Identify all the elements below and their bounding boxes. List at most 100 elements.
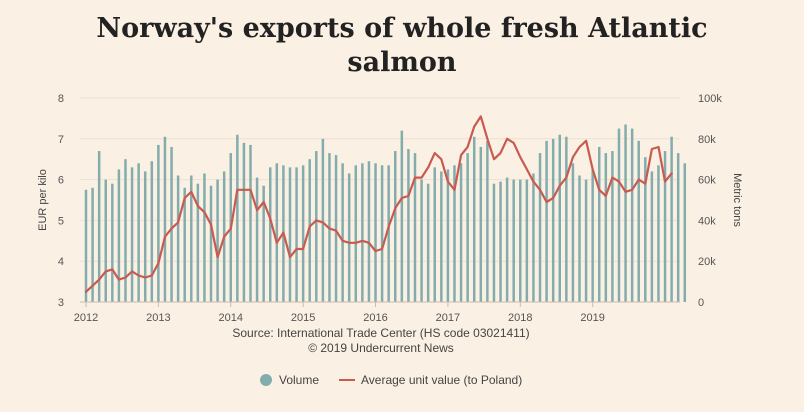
volume-bar (334, 155, 338, 302)
y-left-tick-label: 3 (58, 297, 64, 309)
volume-bar (130, 167, 134, 302)
volume-bar (117, 169, 121, 302)
volume-bar (551, 138, 555, 302)
volume-bar (499, 181, 502, 302)
volume-bar (519, 179, 522, 302)
volume-bar (644, 157, 647, 302)
volume-bar (196, 183, 200, 302)
volume-bar (347, 173, 351, 302)
volume-bar (630, 128, 634, 302)
volume-bar (91, 187, 94, 302)
volume-bar (124, 159, 127, 302)
volume-bar (426, 183, 430, 302)
volume-bar (170, 146, 173, 302)
volume-bar (321, 138, 325, 302)
volume-bar (637, 140, 640, 302)
y-left-tick-label: 4 (58, 256, 64, 268)
volume-bar (209, 185, 213, 302)
volume-bar (407, 149, 410, 302)
x-tick-label: 2019 (580, 312, 604, 324)
y-right-axis-title: Metric tons (731, 173, 743, 227)
unit-value-line (84, 115, 673, 293)
x-tick-label: 2013 (146, 312, 170, 324)
volume-bar (301, 165, 305, 302)
volume-bar (104, 179, 107, 302)
legend-line-label: Average unit value (to Poland) (361, 373, 522, 387)
volume-bar (203, 173, 206, 302)
volume-bar (97, 151, 101, 302)
volume-bar (387, 165, 390, 302)
volume-bar (288, 167, 292, 302)
volume-bar (604, 153, 608, 302)
y-right-tick-label: 80k (698, 134, 716, 146)
volume-bar (578, 175, 581, 302)
volume-bar (505, 177, 509, 302)
volume-bar (479, 146, 483, 302)
x-tick-label: 2015 (291, 312, 315, 324)
volume-bar (268, 167, 272, 302)
volume-bar (249, 144, 252, 302)
volume-bar (176, 175, 180, 302)
source-note: Source: International Trade Center (HS c… (232, 326, 529, 340)
volume-bar (190, 175, 193, 302)
chart-title-line: Norway's exports of whole fresh Atlantic (96, 13, 708, 44)
volume-bar (584, 179, 588, 302)
volume-bar (150, 161, 154, 302)
volume-bar (617, 128, 621, 302)
chart-title: Norway's exports of whole fresh Atlantic… (0, 12, 804, 80)
volume-bar (558, 134, 562, 302)
y-right-tick-label: 40k (698, 215, 716, 227)
volume-bar (242, 142, 246, 302)
volume-bar (183, 187, 186, 302)
volume-bar (374, 163, 377, 302)
volume-bar (459, 163, 463, 302)
x-tick-label: 2012 (74, 312, 98, 324)
volume-bar (236, 134, 239, 302)
x-tick-label: 2016 (363, 312, 387, 324)
y-left-tick-label: 7 (58, 134, 64, 146)
volume-bar (650, 171, 654, 302)
volume-bar (670, 136, 673, 302)
volume-bar (433, 167, 436, 302)
volume-bar (565, 136, 568, 302)
volume-bar (472, 136, 476, 302)
legend-volume-label: Volume (279, 373, 319, 387)
volume-bar (315, 151, 318, 302)
y-left-axis-title: EUR per kilo (37, 169, 49, 231)
volume-bar (453, 165, 456, 302)
volume-bar (275, 163, 279, 302)
volume-bar (255, 177, 259, 302)
volume-bar (591, 169, 594, 302)
volume-bar (367, 161, 371, 302)
y-left-tick-label: 6 (58, 175, 64, 187)
volume-bar (400, 130, 404, 302)
x-tick-label: 2014 (219, 312, 243, 324)
y-right-tick-label: 20k (698, 256, 716, 268)
y-right-tick-label: 100k (698, 93, 722, 105)
y-left-tick-label: 5 (58, 215, 64, 227)
volume-bar (486, 140, 489, 302)
volume-bar (525, 179, 529, 302)
volume-bar (157, 144, 160, 302)
volume-bar (295, 167, 298, 302)
x-tick-label: 2017 (436, 312, 460, 324)
volume-bar (611, 151, 614, 302)
volume-bar (512, 179, 515, 302)
volume-bar (532, 173, 535, 302)
legend-volume-marker (260, 374, 272, 386)
chart-title-line: salmon (347, 47, 457, 78)
volume-bar (394, 151, 397, 302)
volume-bar (466, 153, 469, 302)
volume-bar (420, 179, 423, 302)
volume-bar (354, 165, 358, 302)
volume-bar (657, 165, 660, 302)
volume-bar (308, 159, 311, 302)
volume-bar (446, 169, 450, 302)
volume-bar (571, 163, 575, 302)
volume-bar (143, 171, 147, 302)
x-tick-label: 2018 (508, 312, 532, 324)
volume-bar (111, 183, 114, 302)
volume-bar (341, 163, 344, 302)
